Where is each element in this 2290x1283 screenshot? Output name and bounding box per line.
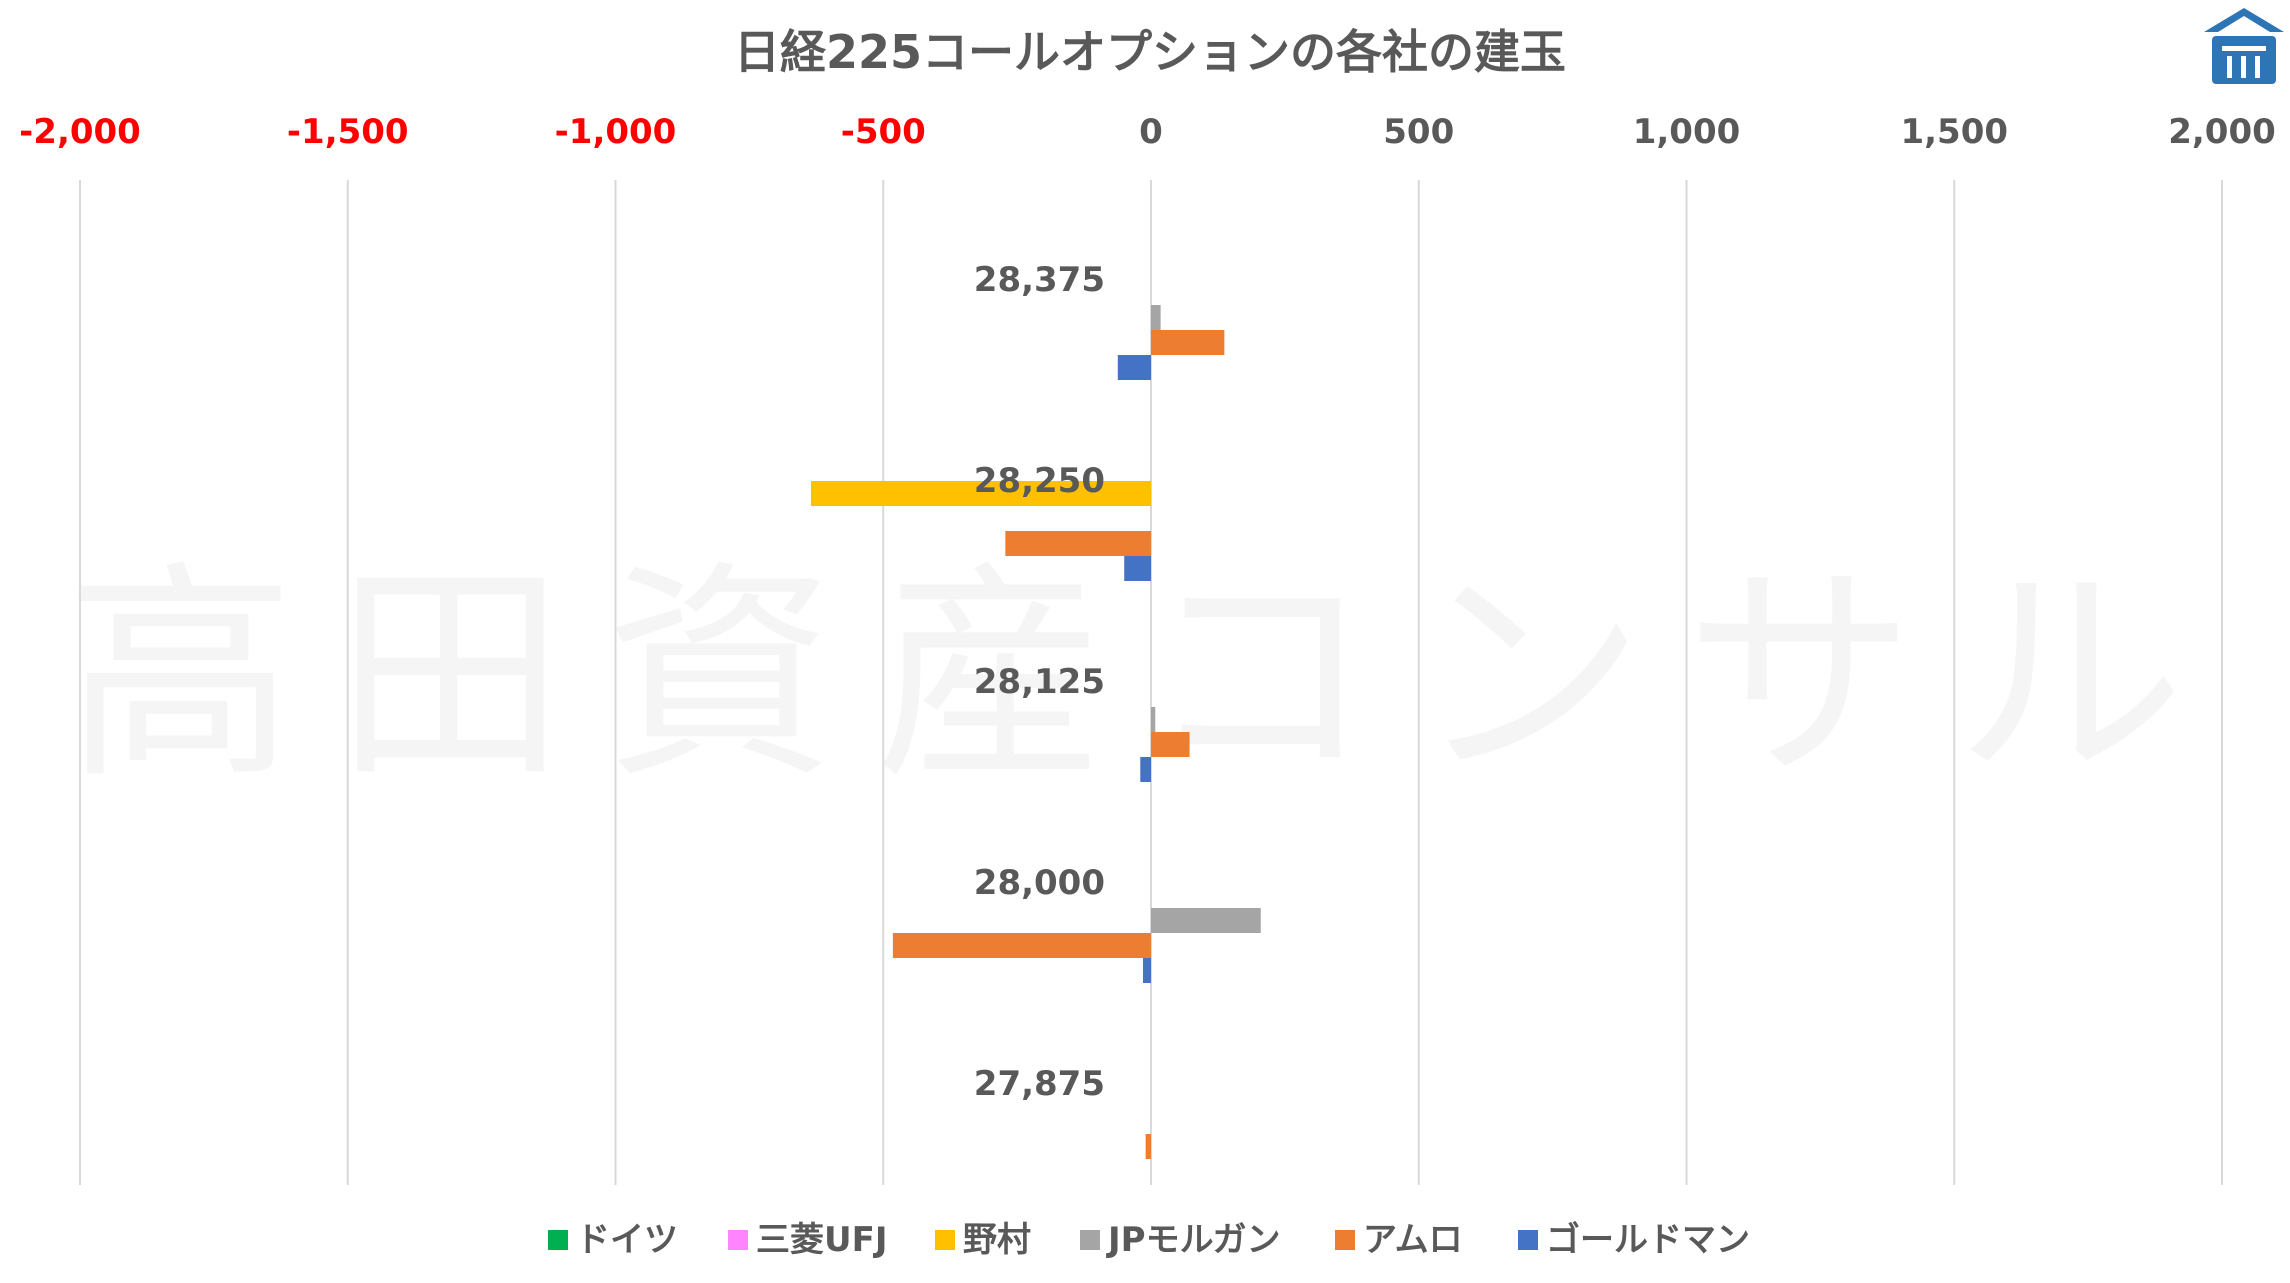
category-label: 28,125 [974, 662, 1105, 702]
bar [810, 481, 1151, 506]
legend-label: アムロ [1363, 1220, 1463, 1260]
x-tick-label: 1,500 [1900, 112, 2008, 152]
bar [1151, 330, 1225, 355]
legend: ドイツ 三菱UFJ 野村 JPモルガン アムロ ゴールドマン [548, 1220, 1750, 1260]
legend-swatch [1080, 1230, 1100, 1250]
x-tick-label: -2,000 [19, 112, 141, 152]
grid [79, 180, 2223, 1185]
bar [1117, 355, 1151, 380]
bar [1151, 707, 1156, 732]
legend-label: 三菱UFJ [756, 1220, 887, 1260]
x-tick-label: 0 [1139, 112, 1163, 152]
legend-label: 野村 [963, 1220, 1031, 1260]
legend-swatch [728, 1230, 748, 1250]
category-label: 28,000 [974, 863, 1105, 903]
legend-swatch [548, 1230, 568, 1250]
legend-swatch [1335, 1230, 1355, 1250]
x-tick-label: -1,000 [555, 112, 677, 152]
category-label: 27,875 [974, 1064, 1105, 1104]
category-labels: 28,375 28,250 28,125 28,000 27,875 [974, 260, 1105, 1104]
bar [1005, 531, 1151, 556]
category-label: 28,375 [974, 260, 1105, 300]
legend-label: ドイツ [576, 1220, 678, 1260]
x-tick-label: 1,000 [1633, 112, 1741, 152]
legend-swatch [935, 1230, 955, 1250]
legend-label: JPモルガン [1106, 1220, 1281, 1260]
x-axis: -2,000 -1,500 -1,000 -500 0 500 1,000 1,500 2,00… [19, 112, 2276, 152]
legend-label: ゴールドマン [1546, 1220, 1750, 1260]
bar [1151, 732, 1190, 757]
bar [1124, 556, 1151, 581]
bar [892, 933, 1151, 958]
category-label: 28,250 [974, 461, 1105, 501]
bars [810, 305, 1261, 1159]
bar [1145, 1134, 1151, 1159]
x-tick-label: 500 [1383, 112, 1454, 152]
x-tick-label: -1,500 [287, 112, 409, 152]
bar [1142, 958, 1151, 983]
bar [1140, 757, 1151, 782]
x-tick-label: -500 [841, 112, 926, 152]
bar [1151, 305, 1161, 330]
bar [1151, 908, 1261, 933]
chart-title: 日経225コールオプションの各社の建玉 [734, 25, 1566, 79]
logo-icon [2204, 8, 2284, 84]
x-tick-label: 2,000 [2168, 112, 2276, 152]
legend-swatch [1518, 1230, 1538, 1250]
